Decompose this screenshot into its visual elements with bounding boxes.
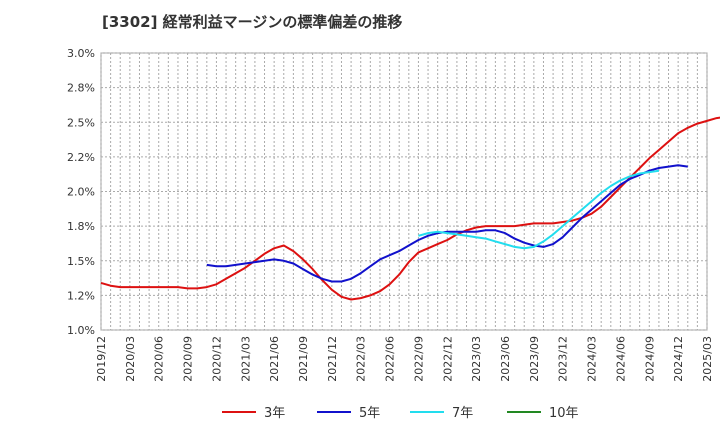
y-tick-label: 2.2% (67, 151, 95, 164)
series-line-3年 (100, 116, 720, 301)
x-tick-label: 2021/12 (326, 336, 339, 382)
legend: 3年 5年 7年 10年 (222, 406, 579, 421)
x-tick-label: 2023/06 (499, 336, 512, 382)
chart-title: [3302] 経常利益マージンの標準偏差の推移 (102, 13, 402, 31)
series-line-5年 (206, 164, 688, 283)
y-tick-label: 3.0% (67, 47, 95, 60)
x-tick-label: 2020/12 (210, 336, 223, 382)
series-lines (100, 116, 720, 301)
x-tick-label: 2024/12 (672, 336, 685, 382)
x-tick-label: 2022/03 (355, 336, 368, 382)
y-tick-label: 2.5% (67, 116, 95, 129)
y-tick-label: 1.0% (67, 324, 95, 337)
x-tick-label: 2023/09 (528, 336, 541, 382)
y-tick-label: 2.0% (67, 186, 95, 199)
y-tick-label: 1.5% (67, 255, 95, 268)
x-tick-label: 2020/03 (124, 336, 137, 382)
y-tick-label: 1.2% (67, 289, 95, 302)
grid-lines (100, 52, 708, 331)
legend-label: 7年 (452, 406, 473, 421)
legend-label: 3年 (264, 406, 285, 421)
series-line-7年 (418, 169, 660, 250)
x-axis-ticks: 2019/12 2020/03 2020/06 2020/09 2020/12 2021/… (95, 336, 714, 382)
y-tick-label: 2.8% (67, 82, 95, 95)
x-tick-label: 2022/06 (384, 336, 397, 382)
x-tick-label: 2025/03 (701, 336, 714, 382)
x-tick-label: 2024/06 (614, 336, 627, 382)
x-tick-label: 2021/09 (297, 336, 310, 382)
x-tick-label: 2024/03 (586, 336, 599, 382)
x-tick-label: 2024/09 (643, 336, 656, 382)
y-axis-ticks: 3.0% 2.8% 2.5% 2.2% 2.0% 1.8% 1.5% 1.2% 1.0% (67, 47, 95, 337)
x-tick-label: 2021/06 (268, 336, 281, 382)
x-tick-label: 2022/09 (412, 336, 425, 382)
x-tick-label: 2022/12 (441, 336, 454, 382)
legend-label: 5年 (359, 406, 380, 421)
x-tick-label: 2019/12 (95, 336, 108, 382)
x-tick-label: 2021/03 (239, 336, 252, 382)
y-tick-label: 1.8% (67, 220, 95, 233)
x-tick-label: 2023/03 (470, 336, 483, 382)
legend-label: 10年 (549, 406, 579, 421)
x-tick-label: 2023/12 (557, 336, 570, 382)
x-tick-label: 2020/06 (153, 336, 166, 382)
x-tick-label: 2020/09 (182, 336, 195, 382)
